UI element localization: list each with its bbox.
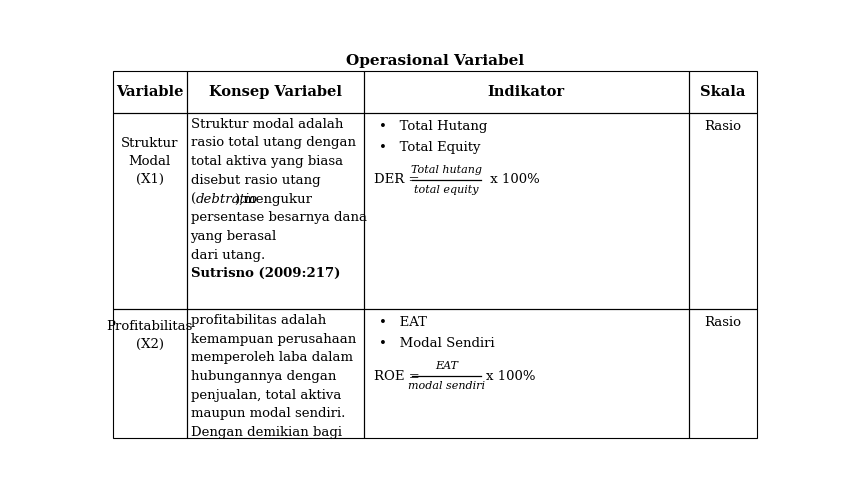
Text: Sutrisno (2009:217): Sutrisno (2009:217) (191, 267, 340, 280)
Text: Skala: Skala (700, 85, 745, 99)
Text: disebut rasio utang: disebut rasio utang (191, 174, 321, 187)
Text: Variable: Variable (116, 85, 183, 99)
Text: x 100%: x 100% (486, 370, 535, 382)
Text: •   Modal Sendiri: • Modal Sendiri (379, 337, 494, 350)
Text: •   Total Equity: • Total Equity (379, 141, 480, 154)
Text: yang berasal: yang berasal (191, 230, 276, 243)
Text: Rasio: Rasio (705, 120, 741, 133)
Text: memperoleh laba dalam: memperoleh laba dalam (191, 351, 353, 364)
Text: Konsep Variabel: Konsep Variabel (209, 85, 342, 99)
Text: Rasio: Rasio (705, 316, 741, 329)
Text: (: ( (191, 192, 196, 205)
Bar (689, 113, 756, 310)
Text: EAT: EAT (435, 361, 458, 371)
Bar (187, 71, 364, 113)
Text: Operasional Variabel: Operasional Variabel (345, 54, 524, 68)
Text: kemampuan perusahaan: kemampuan perusahaan (191, 333, 356, 346)
Text: Total hutang: Total hutang (410, 165, 482, 175)
Text: Indikator: Indikator (488, 85, 565, 99)
Text: Struktur modal adalah: Struktur modal adalah (191, 118, 343, 131)
Text: maupun modal sendiri.: maupun modal sendiri. (191, 407, 345, 421)
Bar (113, 310, 187, 437)
Text: total aktiva yang biasa: total aktiva yang biasa (191, 155, 343, 168)
Text: Dengan demikian bagi: Dengan demikian bagi (191, 426, 342, 439)
Text: x 100%: x 100% (486, 174, 539, 186)
Text: penjualan, total aktiva: penjualan, total aktiva (191, 389, 341, 402)
Text: ROE =: ROE = (374, 370, 424, 382)
Text: •   EAT: • EAT (379, 316, 427, 329)
Bar (689, 71, 756, 113)
Text: •   Total Hutang: • Total Hutang (379, 120, 488, 133)
Text: persentase besarnya dana: persentase besarnya dana (191, 211, 366, 224)
Bar (364, 310, 689, 437)
Bar (187, 310, 364, 437)
Text: total equity: total equity (414, 185, 478, 195)
Text: modal sendiri: modal sendiri (408, 381, 485, 391)
Text: hubungannya dengan: hubungannya dengan (191, 370, 336, 383)
Bar (113, 113, 187, 310)
Text: Struktur
Modal
(X1): Struktur Modal (X1) (121, 137, 178, 186)
Text: debtratio: debtratio (196, 192, 258, 205)
Bar (187, 113, 364, 310)
Bar (364, 71, 689, 113)
Bar (364, 113, 689, 310)
Text: dari utang.: dari utang. (191, 248, 265, 262)
Bar (113, 71, 187, 113)
Text: rasio total utang dengan: rasio total utang dengan (191, 136, 355, 149)
Bar (689, 310, 756, 437)
Text: Profitabilitas
(X2): Profitabilitas (X2) (106, 319, 192, 351)
Text: profitabilitas adalah: profitabilitas adalah (191, 314, 326, 327)
Text: DER =: DER = (374, 174, 423, 186)
Text: ),mengukur: ),mengukur (235, 192, 313, 205)
